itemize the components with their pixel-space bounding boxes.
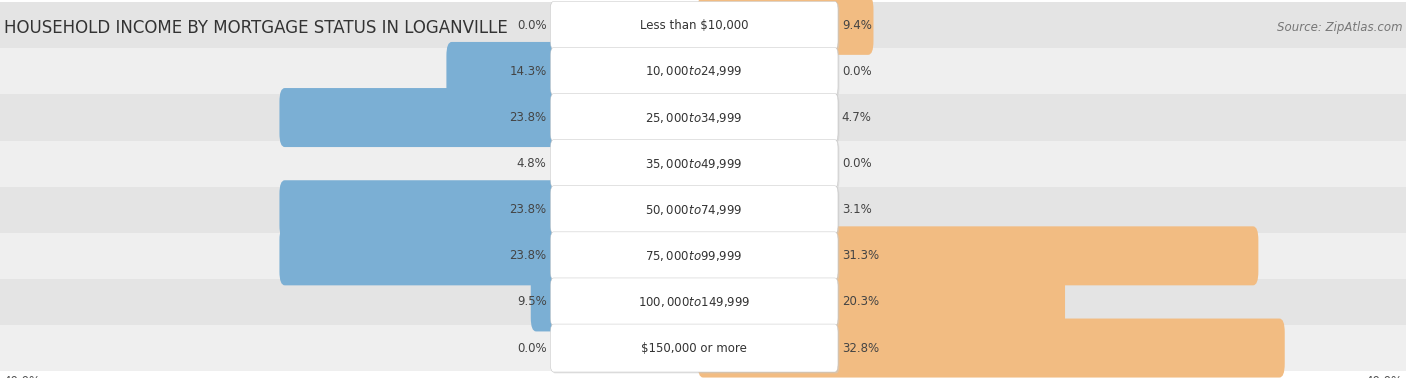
FancyBboxPatch shape: [551, 3, 839, 51]
FancyBboxPatch shape: [280, 226, 709, 285]
Text: 23.8%: 23.8%: [509, 111, 547, 124]
FancyBboxPatch shape: [551, 141, 839, 189]
FancyBboxPatch shape: [551, 49, 839, 97]
Text: 23.8%: 23.8%: [509, 249, 547, 262]
Text: $10,000 to $24,999: $10,000 to $24,999: [645, 65, 742, 79]
Text: 3.1%: 3.1%: [842, 203, 872, 216]
Text: 0.0%: 0.0%: [517, 342, 547, 355]
Bar: [0, 325, 1406, 371]
FancyBboxPatch shape: [551, 233, 839, 281]
FancyBboxPatch shape: [697, 319, 1285, 378]
Text: 0.0%: 0.0%: [517, 19, 547, 32]
Text: 4.8%: 4.8%: [517, 157, 547, 170]
FancyBboxPatch shape: [551, 95, 839, 143]
FancyBboxPatch shape: [551, 278, 838, 326]
Bar: [0, 279, 1406, 325]
Text: 4.7%: 4.7%: [842, 111, 872, 124]
FancyBboxPatch shape: [0, 0, 1406, 53]
Text: 9.5%: 9.5%: [517, 296, 547, 308]
FancyBboxPatch shape: [551, 187, 839, 235]
Text: $75,000 to $99,999: $75,000 to $99,999: [645, 249, 742, 263]
FancyBboxPatch shape: [551, 94, 838, 141]
Bar: [0, 48, 1406, 94]
Text: 20.3%: 20.3%: [842, 296, 879, 308]
Text: 9.4%: 9.4%: [842, 19, 872, 32]
Bar: [0, 2, 1406, 48]
Bar: [0, 94, 1406, 141]
FancyBboxPatch shape: [551, 232, 838, 280]
FancyBboxPatch shape: [697, 180, 762, 239]
Text: 31.3%: 31.3%: [842, 249, 879, 262]
FancyBboxPatch shape: [551, 2, 838, 49]
Text: Less than $10,000: Less than $10,000: [640, 19, 748, 32]
Text: 32.8%: 32.8%: [842, 342, 879, 355]
FancyBboxPatch shape: [697, 273, 1066, 332]
Bar: [0, 141, 1406, 187]
Bar: [0, 187, 1406, 233]
Text: 40.0%: 40.0%: [1365, 375, 1402, 378]
Text: HOUSEHOLD INCOME BY MORTGAGE STATUS IN LOGANVILLE: HOUSEHOLD INCOME BY MORTGAGE STATUS IN L…: [4, 19, 508, 37]
FancyBboxPatch shape: [551, 324, 838, 372]
Text: 0.0%: 0.0%: [842, 157, 872, 170]
Text: 14.3%: 14.3%: [509, 65, 547, 78]
FancyBboxPatch shape: [697, 226, 1258, 285]
Text: $100,000 to $149,999: $100,000 to $149,999: [638, 295, 751, 309]
Bar: [0, 233, 1406, 279]
FancyBboxPatch shape: [447, 42, 709, 101]
FancyBboxPatch shape: [551, 279, 839, 327]
Text: 23.8%: 23.8%: [509, 203, 547, 216]
FancyBboxPatch shape: [697, 88, 790, 147]
FancyBboxPatch shape: [280, 180, 709, 239]
FancyBboxPatch shape: [551, 48, 838, 95]
FancyBboxPatch shape: [551, 140, 838, 187]
FancyBboxPatch shape: [531, 273, 709, 332]
FancyBboxPatch shape: [551, 325, 839, 373]
FancyBboxPatch shape: [280, 88, 709, 147]
Text: $35,000 to $49,999: $35,000 to $49,999: [645, 156, 742, 170]
Text: $150,000 or more: $150,000 or more: [641, 342, 747, 355]
Text: 0.0%: 0.0%: [842, 65, 872, 78]
Text: $50,000 to $74,999: $50,000 to $74,999: [645, 203, 742, 217]
FancyBboxPatch shape: [613, 134, 709, 193]
Text: Source: ZipAtlas.com: Source: ZipAtlas.com: [1277, 21, 1402, 34]
Text: 40.0%: 40.0%: [4, 375, 41, 378]
FancyBboxPatch shape: [697, 0, 873, 55]
Text: $25,000 to $34,999: $25,000 to $34,999: [645, 110, 742, 124]
FancyBboxPatch shape: [551, 186, 838, 234]
